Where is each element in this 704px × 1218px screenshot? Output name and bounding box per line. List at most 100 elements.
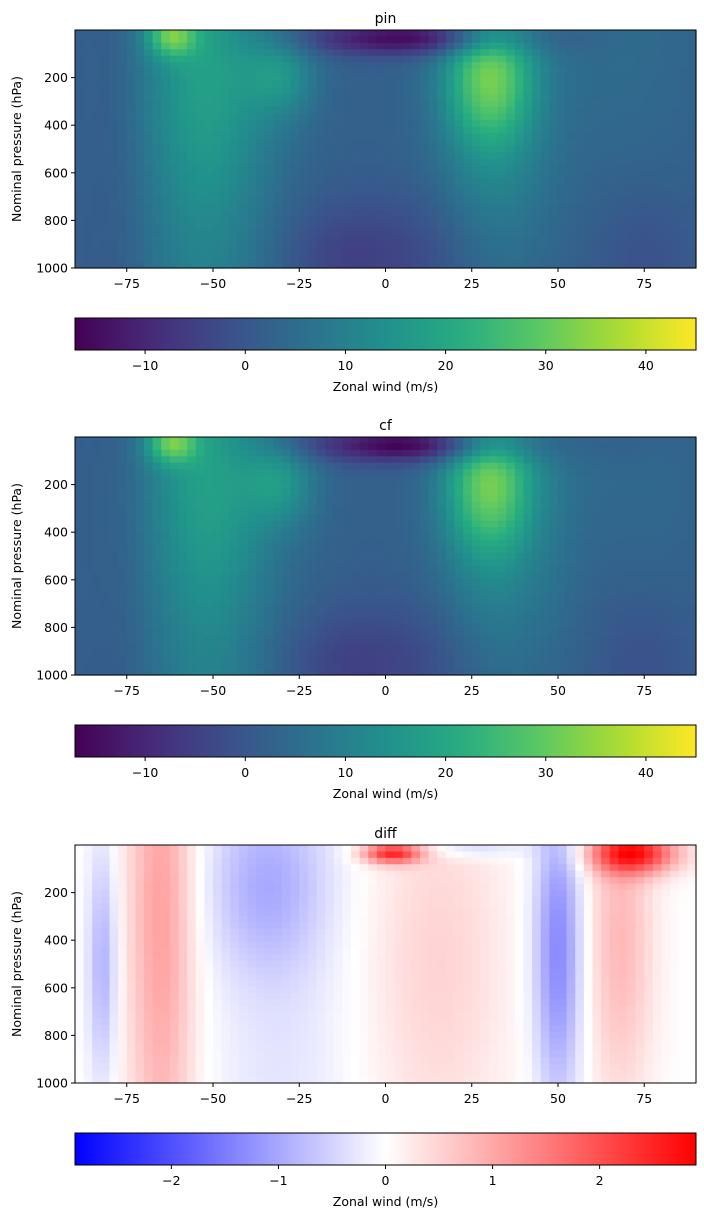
heatmap-cell (437, 482, 447, 490)
heatmap-cell (471, 449, 481, 457)
heatmap-cell (135, 255, 145, 263)
heatmap-cell (463, 559, 473, 567)
heatmap-cell (583, 94, 594, 102)
heatmap-cell (213, 81, 223, 89)
heatmap-cell (135, 668, 145, 676)
heatmap-cell (213, 642, 223, 650)
heatmap-cell (213, 636, 223, 644)
heatmap-cell (635, 261, 645, 269)
heatmap-cell (523, 642, 533, 650)
heatmap-cell (652, 139, 663, 147)
heatmap-cell (307, 668, 318, 676)
heatmap-cell (351, 604, 361, 612)
heatmap-cell (247, 255, 257, 263)
heatmap-cell (316, 462, 326, 470)
heatmap-cell (290, 443, 300, 451)
heatmap-cell (230, 642, 240, 650)
heatmap-cell (152, 132, 162, 140)
heatmap-cell (411, 629, 421, 637)
heatmap-cell (514, 488, 525, 496)
heatmap-cell (402, 255, 412, 263)
heatmap-cell (238, 75, 249, 83)
heatmap-cell (273, 655, 283, 663)
heatmap-cell (402, 30, 412, 38)
heatmap-cell (135, 184, 145, 192)
heatmap-cell (359, 514, 369, 522)
heatmap-cell (652, 113, 663, 121)
heatmap-cell (463, 636, 473, 644)
heatmap-cell (204, 235, 214, 243)
heatmap-cell (264, 229, 274, 237)
heatmap-cell (394, 629, 404, 637)
heatmap-cell (558, 462, 568, 470)
heatmap-cell (92, 475, 102, 483)
heatmap-cell (256, 165, 266, 173)
heatmap-cell (411, 30, 421, 38)
heatmap-cell (385, 42, 395, 50)
heatmap-cell (264, 655, 274, 663)
heatmap-cell (402, 636, 412, 644)
heatmap-cell (532, 475, 542, 483)
heatmap-cell (195, 514, 205, 522)
heatmap-cell (661, 177, 671, 185)
heatmap-cell (118, 49, 128, 57)
heatmap-cell (428, 610, 438, 618)
heatmap-cell (609, 235, 619, 243)
heatmap-cell (92, 527, 102, 535)
heatmap-cell (333, 520, 343, 528)
heatmap-cell (109, 113, 119, 121)
heatmap-cell (601, 514, 611, 522)
heatmap-cell (601, 94, 611, 102)
heatmap-cell (523, 107, 533, 115)
heatmap-cell (489, 591, 499, 599)
heatmap-cell (420, 222, 430, 230)
heatmap-cell (471, 559, 481, 567)
heatmap-cell (169, 42, 180, 50)
heatmap-cell (420, 636, 430, 644)
heatmap-cell (445, 437, 456, 445)
heatmap-cell (187, 177, 197, 185)
heatmap-cell (376, 662, 387, 670)
heatmap-cell (264, 165, 274, 173)
heatmap-cell (678, 94, 688, 102)
heatmap-cell (661, 255, 671, 263)
x-tick-label: 0 (382, 276, 390, 291)
heatmap-cell (549, 584, 559, 592)
heatmap-cell (471, 469, 481, 477)
heatmap-cell (558, 113, 568, 121)
heatmap-cell (506, 68, 516, 76)
heatmap-cell (325, 81, 335, 89)
heatmap-cell (256, 552, 266, 560)
heatmap-cell (402, 668, 412, 676)
heatmap-cell (247, 145, 257, 153)
heatmap-cell (394, 113, 404, 121)
heatmap-cell (118, 520, 128, 528)
heatmap-cell (195, 629, 205, 637)
heatmap-cell (463, 456, 473, 464)
heatmap-cell (325, 623, 335, 631)
heatmap-cell (540, 655, 550, 663)
heatmap-cell (489, 520, 499, 528)
heatmap-cell (506, 482, 516, 490)
heatmap-cell (333, 255, 343, 263)
heatmap-cell (454, 197, 464, 205)
heatmap-cell (325, 171, 335, 179)
heatmap-cell (463, 462, 473, 470)
heatmap-cell (523, 81, 533, 89)
heatmap-cell (411, 649, 421, 657)
heatmap-cell (670, 145, 680, 153)
heatmap-cell (583, 552, 594, 560)
heatmap-cell (566, 49, 576, 57)
heatmap-cell (264, 610, 274, 618)
heatmap-cell (247, 68, 257, 76)
heatmap-cell (204, 533, 214, 541)
heatmap-cell (618, 113, 628, 121)
heatmap-cell (376, 539, 387, 547)
heatmap-cell (506, 55, 516, 63)
heatmap-cell (558, 171, 568, 179)
heatmap-cell (75, 145, 85, 153)
heatmap-cell (489, 203, 499, 211)
heatmap-cell (601, 617, 611, 625)
heatmap-cell (187, 248, 197, 256)
heatmap-cell (92, 668, 102, 676)
